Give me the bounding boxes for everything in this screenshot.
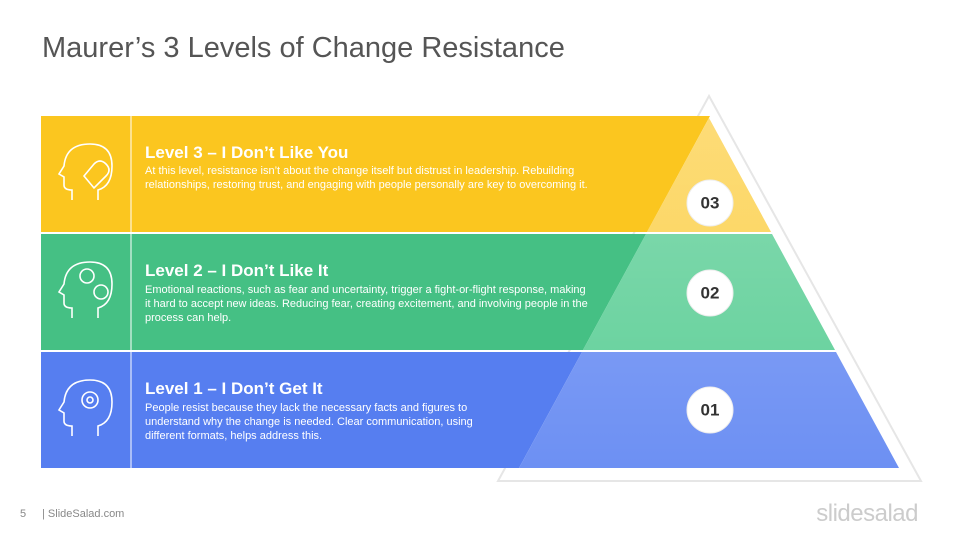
level-heading: Level 3 – I Don’t Like You xyxy=(145,143,349,162)
footer-site: | SlideSalad.com xyxy=(42,508,125,520)
icon-head-1 xyxy=(57,379,113,436)
level-number: 03 xyxy=(701,193,720,212)
icon-gear xyxy=(81,391,99,409)
band-1 xyxy=(41,352,582,468)
level-description: People resist because they lack the nece… xyxy=(145,402,473,442)
icon-sad xyxy=(93,284,109,300)
level-number: 01 xyxy=(701,400,720,419)
badge-1 xyxy=(686,386,734,434)
icon-gear-hub xyxy=(86,396,94,404)
badge-2 xyxy=(686,269,734,317)
level-heading: Level 2 – I Don’t Like It xyxy=(145,261,329,280)
level-heading: Level 1 – I Don’t Get It xyxy=(145,379,323,398)
icon-head-3 xyxy=(57,143,113,200)
logo: slidesalad xyxy=(816,500,918,527)
level-description: At this level, resistance isn’t about th… xyxy=(145,165,588,191)
slide-title: Maurer’s 3 Levels of Change Resistance xyxy=(42,32,565,64)
level-description: Emotional reactions, such as fear and un… xyxy=(145,284,588,324)
band-3 xyxy=(41,116,710,232)
level-number: 02 xyxy=(701,283,720,302)
band-2 xyxy=(41,234,646,350)
badge-3 xyxy=(686,179,734,227)
icon-happy xyxy=(79,268,95,284)
badges: 03 02 01 xyxy=(686,179,734,434)
icon-handshake xyxy=(82,160,110,190)
page-number: 5 xyxy=(20,508,27,520)
icons xyxy=(57,143,113,436)
icon-head-2 xyxy=(57,261,113,318)
